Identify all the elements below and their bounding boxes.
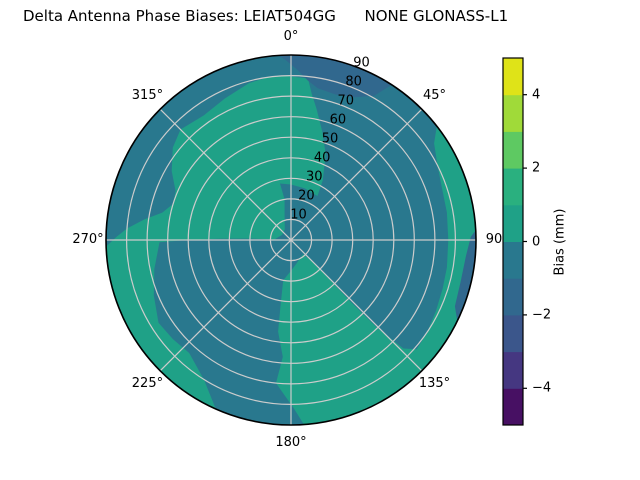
colorbar-tick-label-4: 4 [532, 87, 541, 103]
colorbar-tick-label--4: −4 [532, 380, 552, 396]
angular-tick-label-270: 270° [72, 232, 104, 247]
colorbar-band-7 [503, 131, 523, 169]
colorbar-band-3 [503, 278, 523, 316]
angular-tick-label-0: 0° [283, 29, 299, 44]
polar-outline [105, 54, 477, 426]
colorbar-band-6 [503, 168, 523, 206]
radial-tick-label-70: 70 [337, 93, 355, 109]
angular-tick-label-225: 225° [131, 375, 164, 391]
colorbar-band-5 [503, 204, 523, 242]
angular-tick-label-315: 315° [131, 88, 164, 104]
angular-tick-label-180: 180° [275, 435, 307, 450]
colorbar-tick-label--2: −2 [532, 307, 552, 323]
colorbar-axis-label: Bias (mm) [552, 208, 568, 275]
angular-tick-label-45: 45° [423, 88, 447, 104]
colorbar-band-0 [503, 388, 523, 426]
colorbar-band-2 [503, 314, 523, 353]
radial-tick-label-60: 60 [329, 112, 347, 128]
contour-region-negative-band-right-rim [454, 230, 476, 322]
radial-tick-label-80: 80 [345, 74, 362, 90]
colorbar-tick-label-2: 2 [532, 160, 541, 176]
grid-spoke-135 [159, 108, 423, 372]
angular-tick-label-135: 135° [418, 375, 451, 391]
colorbar-band-9 [503, 58, 523, 96]
radial-tick-label-50: 50 [321, 131, 339, 147]
colorbar-band-8 [503, 94, 523, 132]
radial-tick-label-30: 30 [305, 169, 323, 185]
contour-region-negative-band-top-rim [278, 55, 392, 98]
radial-tick-label-90: 90 [353, 55, 370, 71]
radial-tick-label-10: 10 [290, 207, 307, 223]
colorbar-band-4 [503, 241, 523, 279]
angular-tick-label-90: 90 [485, 232, 503, 247]
plot-title: Delta Antenna Phase Biases: LEIAT504GG N… [23, 7, 509, 25]
colorbar-band-1 [503, 351, 523, 389]
radial-tick-label-40: 40 [313, 150, 331, 166]
radial-tick-label-20: 20 [298, 188, 315, 204]
colorbar-tick-label-0: 0 [532, 234, 541, 249]
